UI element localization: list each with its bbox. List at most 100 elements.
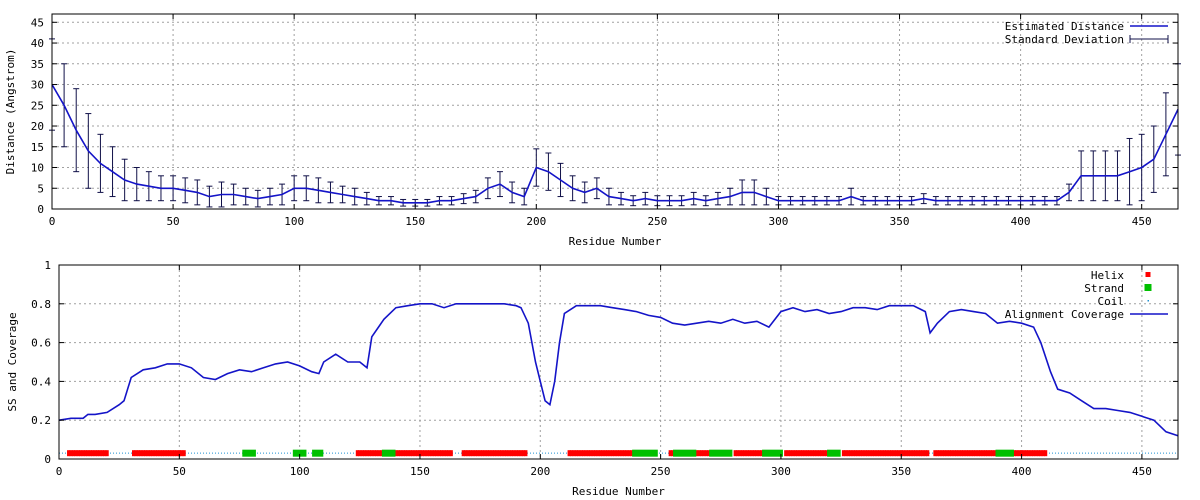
helix-residue-mark — [502, 450, 506, 457]
helix-residue-mark — [748, 450, 752, 457]
helix-residue-mark — [572, 450, 576, 457]
helix-residue-mark — [584, 450, 588, 457]
helix-residue-mark — [473, 450, 477, 457]
ss-coverage-legend: Helix Strand Coil Alignment Coverage — [1005, 269, 1168, 321]
helix-residue-mark — [480, 450, 485, 457]
helix-residue-mark — [401, 450, 405, 457]
helix-residue-mark — [396, 450, 400, 457]
helix-residue-mark — [955, 450, 959, 457]
x-tick-label: 150 — [410, 465, 430, 478]
helix-residue-mark — [375, 450, 379, 457]
helix-residue-mark — [969, 450, 973, 457]
helix-residue-mark — [991, 450, 995, 457]
helix-residue-mark — [875, 450, 879, 457]
helix-residue-mark — [478, 450, 482, 457]
helix-residue-mark — [1019, 450, 1024, 457]
helix-residue-mark — [76, 450, 80, 457]
helix-residue-mark — [849, 450, 853, 457]
helix-residue-mark — [98, 450, 102, 457]
helix-residue-mark — [699, 450, 704, 457]
helix-residue-mark — [853, 450, 858, 457]
helix-residue-mark — [707, 450, 711, 457]
helix-residue-mark — [420, 450, 424, 457]
helix-residue-mark — [923, 450, 927, 457]
helix-residue-mark — [172, 450, 177, 457]
ss-coverage-axis-ticks: 0 50 100 150 200 250 300 350 400 450 0 0.2 0.4 0.6 0.8… — [31, 259, 1178, 478]
strand-segment — [673, 449, 697, 457]
helix-residue-mark — [882, 450, 887, 457]
helix-residue-mark — [906, 450, 911, 457]
helix-residue-mark — [488, 450, 492, 457]
helix-residue-mark — [622, 450, 627, 457]
helix-residue-mark — [856, 450, 860, 457]
helix-residue-mark — [355, 450, 359, 457]
helix-residue-mark — [625, 450, 629, 457]
helix-residue-mark — [158, 450, 162, 457]
helix-residue-mark — [788, 450, 793, 457]
helix-residue-mark — [938, 450, 942, 457]
helix-residue-mark — [1024, 450, 1028, 457]
helix-residue-mark — [461, 450, 465, 457]
y-tick-label: 35 — [31, 58, 44, 71]
helix-residue-mark — [497, 450, 501, 457]
helix-residue-mark — [365, 450, 369, 457]
helix-residue-mark — [610, 450, 615, 457]
x-tick-label: 200 — [526, 215, 546, 228]
helix-residue-mark — [914, 450, 918, 457]
helix-residue-mark — [579, 450, 583, 457]
helix-residue-mark — [105, 450, 109, 457]
alignment-coverage-line — [58, 303, 1179, 437]
helix-residue-mark — [885, 450, 889, 457]
helix-residue-mark — [820, 450, 824, 457]
helix-residue-mark — [892, 450, 896, 457]
secondary-structure-marks — [59, 449, 1178, 457]
helix-residue-mark — [620, 450, 624, 457]
helix-residue-mark — [519, 450, 523, 457]
helix-residue-mark — [870, 450, 874, 457]
y-tick-label: 5 — [37, 182, 44, 195]
x-tick-label: 250 — [651, 465, 671, 478]
helix-residue-mark — [858, 450, 862, 457]
legend-coil-label: Coil — [1098, 295, 1125, 308]
helix-residue-mark — [476, 450, 480, 457]
helix-residue-mark — [909, 450, 913, 457]
helix-residue-mark — [146, 450, 150, 457]
x-tick-label: 350 — [891, 465, 911, 478]
distance-plot-frame — [51, 13, 1179, 210]
distance-chart: 0 50 100 150 200 250 300 350 400 450 0 5 10 15 20 25 30 3… — [4, 13, 1181, 248]
helix-residue-mark — [926, 450, 930, 457]
helix-residue-mark — [569, 450, 574, 457]
helix-residue-mark — [606, 450, 610, 457]
helix-residue-mark — [81, 450, 85, 457]
helix-residue-mark — [911, 450, 915, 457]
helix-residue-mark — [1032, 450, 1036, 457]
legend-standard-deviation-swatch — [1129, 35, 1169, 43]
ss-coverage-grid — [59, 265, 1178, 459]
ss-coverage-plot-frame — [58, 264, 1179, 460]
helix-residue-mark — [132, 450, 136, 457]
helix-residue-mark — [964, 450, 968, 457]
strand-segment — [381, 449, 396, 457]
legend-strand-label: Strand — [1084, 282, 1124, 295]
x-tick-label: 250 — [647, 215, 667, 228]
helix-residue-mark — [134, 450, 138, 457]
helix-residue-mark — [841, 450, 846, 457]
helix-residue-mark — [153, 450, 157, 457]
helix-residue-mark — [156, 450, 160, 457]
helix-residue-mark — [630, 450, 634, 457]
helix-residue-mark — [165, 450, 169, 457]
helix-residue-mark — [935, 450, 939, 457]
helix-residue-mark — [810, 450, 814, 457]
x-tick-label: 200 — [530, 465, 550, 478]
helix-residue-mark — [577, 450, 581, 457]
helix-residue-mark — [983, 450, 988, 457]
helix-residue-mark — [175, 450, 179, 457]
helix-residue-mark — [442, 450, 446, 457]
helix-residue-mark — [627, 450, 631, 457]
helix-residue-mark — [608, 450, 612, 457]
helix-residue-mark — [846, 450, 850, 457]
helix-residue-mark — [950, 450, 954, 457]
helix-residue-mark — [615, 450, 619, 457]
helix-residue-mark — [957, 450, 961, 457]
